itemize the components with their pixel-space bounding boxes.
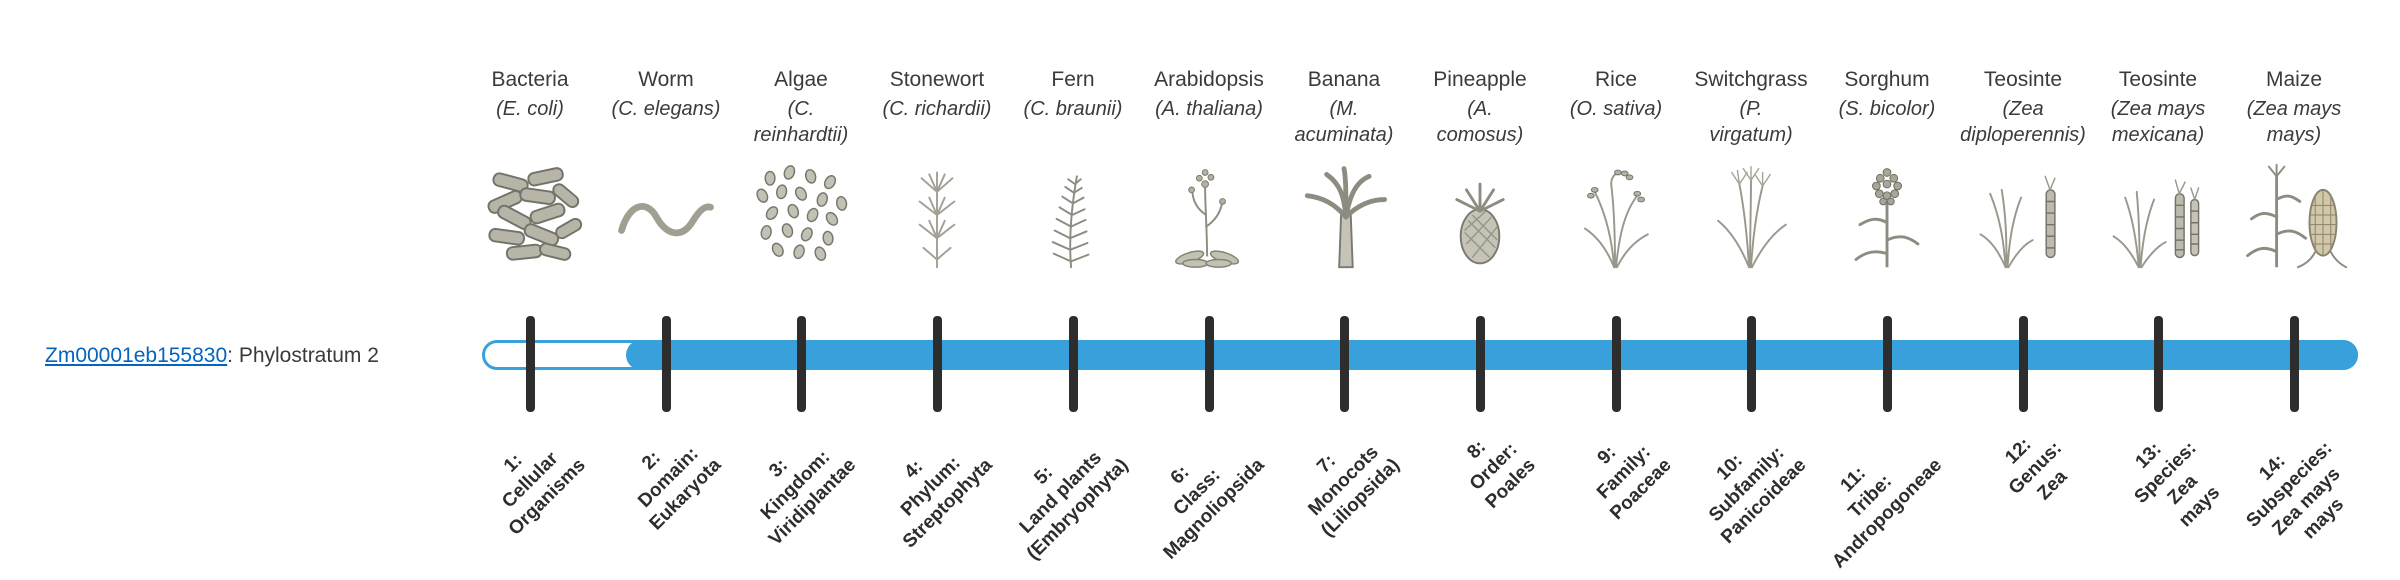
phylostratum-tick	[662, 316, 671, 412]
stratum-column: Bacteria (E. coli)	[455, 68, 605, 540]
phylostratum-label: 6: Class: Magnoliopsida	[1159, 454, 1269, 564]
stratum-column: Teosinte (Zea mays mexicana) 13: Species…	[2083, 68, 2233, 531]
phylostratum-tick	[1340, 316, 1349, 412]
rice-icon	[1541, 152, 1691, 270]
phylostratum-tick	[797, 316, 806, 412]
maize-icon	[2219, 152, 2369, 270]
organism-common-name: Sorghum	[1844, 68, 1930, 91]
phylostratum-label: 12: Genus: Zea	[2000, 434, 2071, 505]
organism-common-name: Bacteria	[491, 68, 569, 91]
stratum-column: Switchgrass (P. virgatum) 10: Subfamily	[1676, 68, 1826, 548]
switchgrass-icon	[1676, 152, 1826, 270]
organism-scientific-name: (Zea mays mays)	[2246, 98, 2342, 146]
phylostratum-label: 1: Cellular Organisms	[497, 448, 590, 540]
phylostratum-tick	[933, 316, 942, 412]
phylostratum-tick	[1612, 316, 1621, 412]
phylostratum-label: 10: Subfamily: Panicoideae	[1705, 442, 1811, 548]
organism-common-name: Teosinte	[2118, 68, 2198, 91]
teosinte-diploperennis-icon	[1948, 152, 2098, 270]
organism-common-name: Switchgrass	[1694, 68, 1808, 91]
bacteria-icon	[455, 152, 605, 270]
arabidopsis-icon	[1134, 152, 1284, 270]
phylostratum-label: 9: Family: Poaceae	[1592, 441, 1676, 525]
worm-icon	[591, 152, 741, 270]
organism-scientific-name: (C. elegans)	[611, 98, 721, 120]
fern-icon	[998, 152, 1148, 270]
stratum-column: Teosinte (Zea diploperennis) 12: Genus: …	[1948, 68, 2098, 504]
sorghum-icon	[1812, 152, 1962, 270]
organism-scientific-name: (Zea mays mexicana)	[2110, 98, 2206, 146]
pineapple-icon	[1405, 152, 1555, 270]
stratum-column: Arabidopsis (A. thaliana)	[1134, 68, 1284, 564]
organism-common-name: Algae	[774, 68, 828, 91]
phylostratum-tick	[1205, 316, 1214, 412]
stratum-column: Stonewort (C. richardii) 4: Phylum: Stre…	[862, 68, 1012, 552]
organism-scientific-name: (C. braunii)	[1023, 98, 1123, 120]
organism-common-name: Stonewort	[889, 68, 985, 91]
timeline-bar-fill	[626, 340, 2358, 370]
organism-scientific-name: (A. thaliana)	[1155, 98, 1263, 120]
stratum-column: Rice (O. sativa)	[1541, 68, 1691, 524]
phylostratum-tick	[1476, 316, 1485, 412]
phylostratum-label: 5: Land plants (Embryophyta)	[1015, 447, 1133, 565]
stratum-column: Algae (C. reinhardtii)	[726, 68, 876, 550]
phylostratum-tick	[2290, 316, 2299, 412]
phylostratum-tick	[1747, 316, 1756, 412]
gene-phylostratum-text: : Phylostratum 2	[227, 344, 379, 367]
banana-icon	[1269, 152, 1419, 270]
stratum-column: Banana (M. acuminata) 7: Monocots (Lilio…	[1269, 68, 1419, 541]
gene-id-link[interactable]: Zm00001eb155830	[45, 344, 228, 367]
organism-scientific-name: (E. coli)	[496, 98, 564, 120]
phylostratum-label: 3: Kingdom: Viridiplantae	[757, 446, 861, 550]
algae-icon	[726, 152, 876, 270]
organism-scientific-name: (C. richardii)	[882, 98, 992, 120]
organism-scientific-name: (Zea diploperennis)	[1960, 98, 2086, 146]
organism-scientific-name: (M. acuminata)	[1294, 98, 1394, 146]
phylostratum-tick	[2154, 316, 2163, 412]
phylostratum-tick	[1069, 316, 1078, 412]
phylostratum-label: 2: Domain: Eukaryota	[634, 443, 726, 535]
phylostratum-tick	[2019, 316, 2028, 412]
organism-common-name: Pineapple	[1433, 68, 1527, 91]
organism-scientific-name: (A. comosus)	[1436, 98, 1524, 146]
phylostratum-label: 11: Tribe: Andropogoneae	[1828, 454, 1947, 573]
phylostratum-label: 4: Phylum: Streptophyta	[896, 452, 997, 553]
organism-common-name: Worm	[638, 68, 694, 91]
organism-scientific-name: (S. bicolor)	[1838, 98, 1936, 120]
stonewort-icon	[862, 152, 1012, 270]
stratum-column: Fern (C. braunii) 5: Land plants (Embryo…	[998, 68, 1148, 564]
organism-common-name: Fern	[1051, 68, 1095, 91]
phylostratum-label: 7: Monocots (Liliopsida)	[1304, 441, 1404, 542]
phylostratum-tick	[526, 316, 535, 412]
phylostratum-label: 13: Species: Zea mays	[2130, 437, 2225, 532]
phylostratum-label: 8: Order: Poales	[1463, 436, 1540, 513]
organism-scientific-name: (C. reinhardtii)	[753, 98, 849, 146]
organism-common-name: Teosinte	[1983, 68, 2063, 91]
organism-scientific-name: (O. sativa)	[1569, 98, 1663, 120]
phylostratum-tick	[1883, 316, 1892, 412]
stratum-column: Worm (C. elegans) 2: Domain: Eukaryota	[591, 68, 741, 534]
teosinte-mexicana-icon	[2083, 152, 2233, 270]
organism-common-name: Arabidopsis	[1154, 68, 1264, 91]
stratum-column: Sorghum (S. bicolor) 11: Tribe: Andropog…	[1812, 68, 1962, 573]
organism-common-name: Rice	[1594, 68, 1637, 91]
gene-label: Zm00001eb155830: Phylostratum 2	[45, 344, 379, 368]
phylostratum-label: 14: Subspecies: Zea mays mays	[2242, 437, 2349, 544]
organism-scientific-name: (P. virgatum)	[1709, 98, 1793, 146]
stratum-column: Maize (Zea mays mays)	[2219, 68, 2369, 543]
organism-common-name: Maize	[2265, 68, 2323, 91]
organism-common-name: Banana	[1307, 68, 1381, 91]
stratum-column: Pineapple (A. comosus) 8: Order: Poales	[1405, 68, 1555, 513]
